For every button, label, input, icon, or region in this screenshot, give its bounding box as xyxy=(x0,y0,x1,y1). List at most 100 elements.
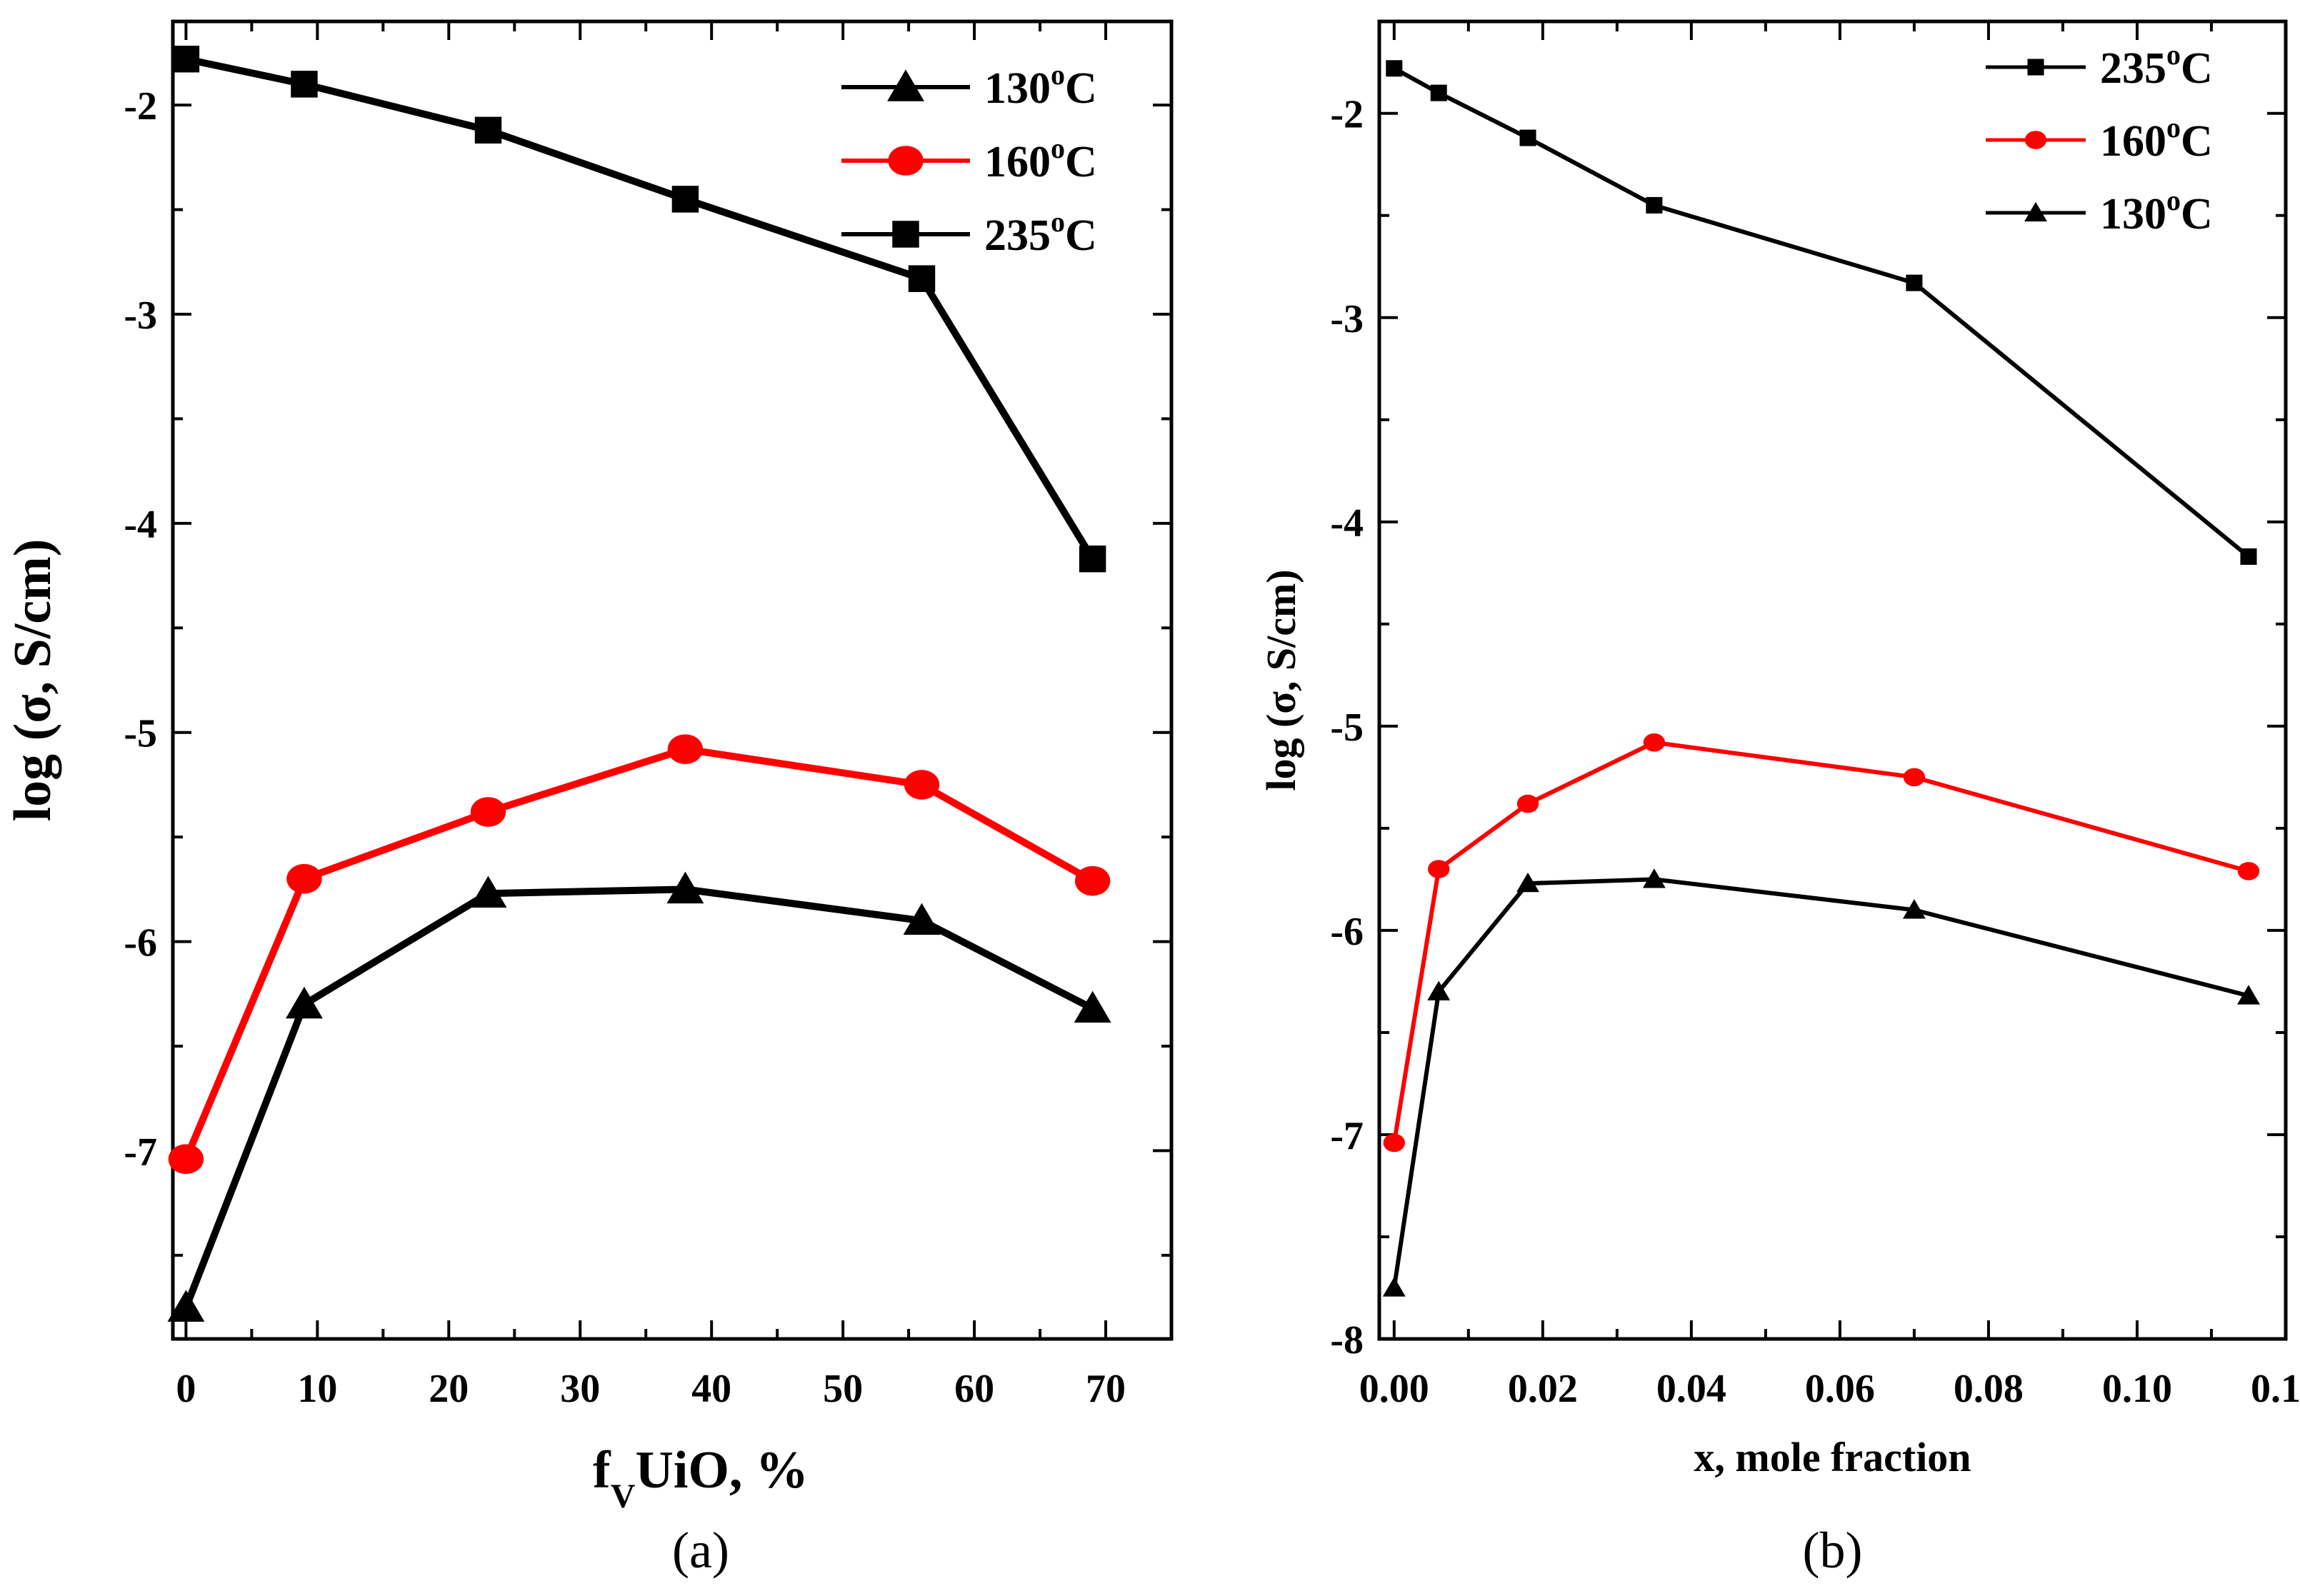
y-tick-label: -5 xyxy=(1330,706,1364,750)
legend-label-235: 235oC xyxy=(2100,39,2213,93)
y-tick-label: -2 xyxy=(124,84,157,129)
x-tick-label: 0.04 xyxy=(1656,1367,1726,1411)
data-point-235 xyxy=(2240,548,2257,565)
x-tick-label: 0.00 xyxy=(1359,1367,1429,1411)
data-point-130 xyxy=(1382,1277,1406,1297)
legend-marker-130 xyxy=(2024,201,2047,222)
plot-frame xyxy=(171,19,1174,1341)
data-point-160 xyxy=(168,1144,204,1174)
x-tick-label: 0.12 xyxy=(2251,1367,2300,1411)
legend: 130oC 160oC 235oC xyxy=(841,59,1097,260)
y-tick-label: -6 xyxy=(1330,910,1364,954)
x-tick-label: 50 xyxy=(823,1367,863,1411)
y-axis-label: log (σ, S/cm) xyxy=(1258,569,1304,791)
y-tick-label: -3 xyxy=(1330,297,1364,341)
x-tick-label: 0.06 xyxy=(1805,1367,1875,1411)
chart-panel-a: 0 10 20 30 40 50 60 70 -7 -6 -5 -4 -3 -2 log (σ, S/cm)… xyxy=(4,19,1174,1579)
y-tick-label: -5 xyxy=(124,712,157,756)
legend-label-160: 160oC xyxy=(984,132,1097,186)
legend-label-160: 160oC xyxy=(2100,111,2213,166)
data-point-160 xyxy=(470,797,506,827)
legend-marker-235 xyxy=(2027,59,2044,76)
data-point-130 xyxy=(666,871,704,904)
panel-label: (b) xyxy=(1803,1522,1863,1579)
y-axis-label: log (σ, S/cm) xyxy=(4,539,62,822)
x-tick-label: 0.02 xyxy=(1508,1367,1578,1411)
series-line-160 xyxy=(182,746,1095,1161)
data-point-160 xyxy=(1903,768,1926,787)
legend-label-235: 235oC xyxy=(984,206,1097,260)
series-line-235 xyxy=(185,55,1096,561)
y-tick-label: -7 xyxy=(1330,1114,1364,1158)
panel-label: (a) xyxy=(672,1522,729,1579)
y-tick-label: -6 xyxy=(124,921,157,965)
legend-label-130: 130oC xyxy=(2100,184,2213,239)
legend-label-130: 130oC xyxy=(984,59,1097,113)
data-point-235 xyxy=(1386,60,1403,77)
x-tick-label: 10 xyxy=(297,1367,337,1411)
legend: 235oC 160oC 130oC xyxy=(1986,39,2213,239)
data-point-160 xyxy=(1643,733,1666,752)
x-axis-label: fVUiO, % xyxy=(593,1441,809,1515)
data-point-160 xyxy=(904,770,940,800)
data-point-160 xyxy=(286,863,322,894)
data-point-160 xyxy=(1074,865,1111,896)
x-axis-label: x, mole fraction xyxy=(1694,1434,1971,1480)
data-point-130 xyxy=(286,986,323,1019)
x-tick-label: 0.08 xyxy=(1954,1367,2024,1411)
chart-panel-b: 0.00 0.02 0.04 0.06 0.08 0.10 0.12 -8 -7 -6 -5 -4 -3… xyxy=(1258,19,2300,1579)
series-line-130 xyxy=(1391,877,2249,1288)
data-point-160 xyxy=(1383,1133,1406,1153)
data-point-235 xyxy=(1906,274,1923,291)
data-point-235 xyxy=(1430,84,1447,101)
data-point-130 xyxy=(469,875,507,908)
data-point-160 xyxy=(2237,862,2260,880)
data-point-130 xyxy=(1427,980,1451,1000)
legend-marker-130 xyxy=(887,69,924,101)
legend-marker-235 xyxy=(892,221,919,248)
data-point-235 xyxy=(908,265,936,292)
series-130 xyxy=(167,871,1111,1322)
x-tick-label: 30 xyxy=(560,1367,600,1411)
data-point-235 xyxy=(172,45,200,73)
y-tick-label: -4 xyxy=(1330,501,1364,546)
series-130 xyxy=(1382,868,2260,1297)
data-point-235 xyxy=(291,71,318,98)
x-tick-label: 40 xyxy=(691,1367,731,1411)
series-160 xyxy=(168,734,1111,1174)
y-tick-label: -3 xyxy=(124,293,157,338)
x-tick-label: 0.10 xyxy=(2102,1367,2172,1411)
data-point-235 xyxy=(1519,129,1536,146)
x-tick-label: 60 xyxy=(954,1367,994,1411)
legend-marker-160 xyxy=(888,146,924,176)
y-tick-label: -4 xyxy=(124,503,157,547)
series-235 xyxy=(172,45,1106,573)
y-tick-label: -2 xyxy=(1330,93,1364,137)
data-point-235 xyxy=(1079,545,1106,573)
data-point-130 xyxy=(167,1290,205,1322)
data-point-130 xyxy=(1516,872,1539,893)
x-tick-label: 70 xyxy=(1086,1367,1126,1411)
data-point-235 xyxy=(474,116,502,144)
data-point-130 xyxy=(1902,899,1926,919)
data-point-130 xyxy=(1642,868,1666,888)
x-tick-label: 0 xyxy=(176,1367,196,1411)
data-point-130 xyxy=(903,903,941,935)
series-160 xyxy=(1383,733,2260,1153)
data-point-130 xyxy=(2237,985,2260,1005)
data-point-235 xyxy=(671,186,699,213)
series-line-130 xyxy=(182,885,1094,1309)
y-tick-label: -7 xyxy=(124,1130,157,1174)
data-point-235 xyxy=(1646,196,1663,214)
legend-marker-160 xyxy=(2024,131,2047,149)
data-point-130 xyxy=(1074,990,1111,1023)
series-235 xyxy=(1386,60,2257,565)
data-point-160 xyxy=(1428,860,1450,878)
x-tick-label: 20 xyxy=(429,1367,469,1411)
plot-frame xyxy=(1377,19,2288,1341)
data-point-160 xyxy=(1516,794,1539,813)
data-point-160 xyxy=(667,734,704,764)
series-line-160 xyxy=(1391,740,2249,1143)
y-tick-label: -8 xyxy=(1330,1318,1364,1362)
